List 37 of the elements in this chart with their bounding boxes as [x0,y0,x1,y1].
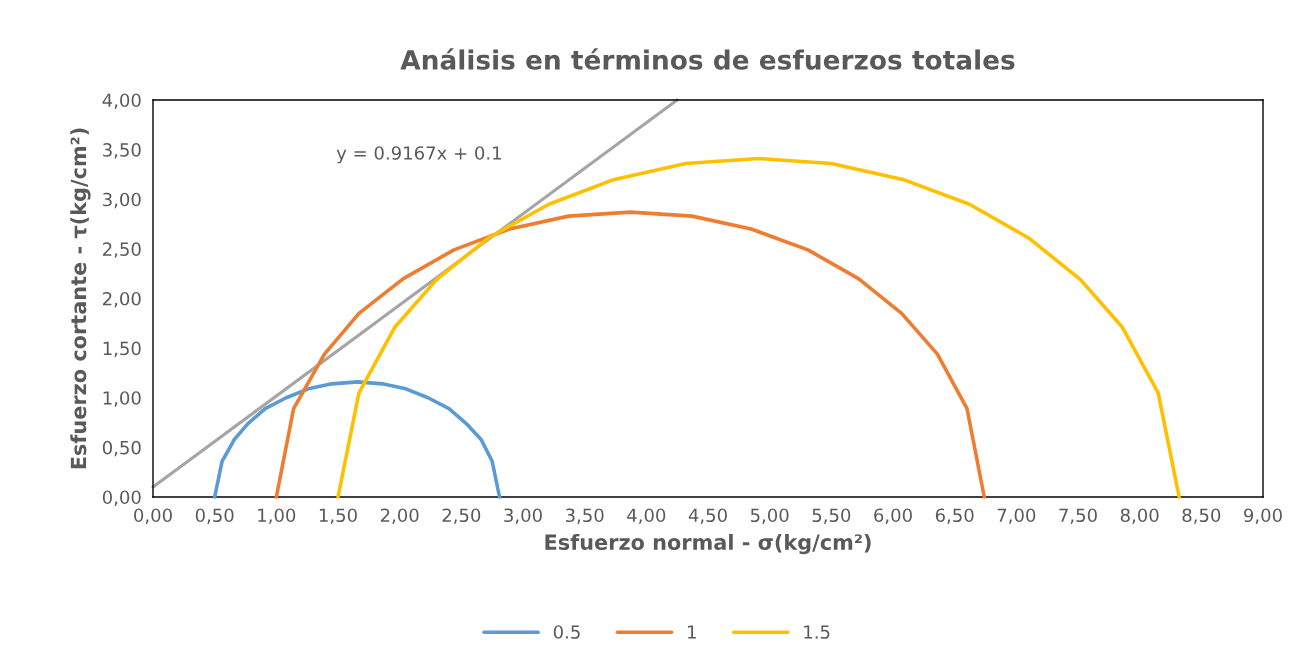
line-series [212,380,502,499]
x-tick-label: 2,00 [380,508,419,524]
y-tick-label: 1,00 [103,391,141,407]
legend-label: 1 [688,625,696,639]
annotation: y = 0.9167x + 0.1 [336,146,501,164]
x-tick-label: 8,00 [1120,508,1159,524]
x-tick-label: 9,00 [1244,508,1282,524]
x-tick-label: 5,00 [750,508,789,524]
x-tick-label: 6,00 [874,508,912,524]
x-tick-label: 0,50 [195,508,234,524]
y-axis-title: Esfuerzo cortante - τ(kg/cm²) [70,128,91,469]
x-tick-label: 8,50 [1182,508,1221,524]
x-tick-label: 3,00 [504,508,542,524]
x-tick-label: 0,00 [134,508,172,524]
x-tick-label: 2,50 [442,508,481,524]
y-tick-label: 0,00 [102,490,141,506]
y-tick-label: 0,50 [102,440,141,457]
x-tick-label: 3,50 [565,508,604,524]
y-tick-label: 4,00 [102,93,141,109]
y-tick-label: 3,00 [103,192,141,209]
x-axis-title: Esfuerzo normal - σ(kg/cm²) [545,533,871,555]
legend-label: 1.5 [804,625,830,639]
x-tick-label: 7,00 [997,508,1036,524]
y-tick-label: 2,00 [103,291,141,308]
y-tick-label: 3,50 [103,143,141,159]
x-tick-label: 7,50 [1059,508,1097,524]
x-tick-label: 4,00 [627,508,666,524]
line-series [274,210,987,499]
chart-title: Análisis en términos de esfuerzos totales [400,48,1015,70]
x-tick-label: 1,00 [258,508,296,524]
y-tick-label: 2,50 [103,242,141,258]
x-tick-label: 6,50 [935,508,974,524]
x-tick-label: 1,50 [319,508,357,524]
y-tick-label: 1,50 [103,341,141,358]
x-tick-label: 4,50 [688,508,727,524]
legend-label: 0.5 [553,625,580,639]
x-tick-label: 5,50 [812,508,851,524]
